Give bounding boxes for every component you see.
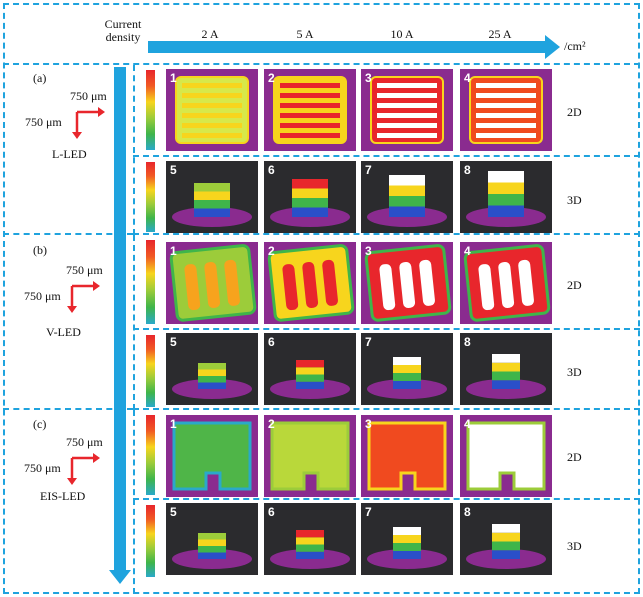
tile-number-label: 5 — [170, 335, 177, 349]
current-density-label: Current density — [104, 17, 142, 44]
colorbar-b-3d — [146, 335, 155, 407]
tile-number-label: 3 — [365, 417, 372, 431]
tile-number-label: 8 — [464, 505, 471, 519]
thermal-2d-image-eis-led-4: 4 — [460, 415, 552, 497]
thermal-3d-image-v-led-1: 5 — [166, 333, 258, 405]
thermal-2d-image-v-led-4: 4 — [460, 242, 552, 324]
tile-number-label: 4 — [464, 244, 471, 258]
view-label-b-2d: 2D — [567, 278, 582, 292]
device-name-a: L-LED — [52, 147, 87, 161]
thermal-3d-image-eis-led-4: 8 — [460, 503, 552, 575]
sub-a-divider — [133, 155, 640, 157]
thermal-2d-image-l-led-4: 4 — [460, 69, 552, 151]
thermal-3d-image-v-led-2: 6 — [264, 333, 356, 405]
scale-x-b: 750 μm — [66, 263, 103, 277]
thermal-2d-image-eis-led-3: 3 — [361, 415, 453, 497]
thermal-2d-image-eis-led-2: 2 — [264, 415, 356, 497]
tile-number-label: 6 — [268, 335, 275, 349]
tile-number-label: 3 — [365, 244, 372, 258]
colorbar-c-3d — [146, 505, 155, 577]
panel-label-b: (b) — [33, 243, 47, 257]
thermal-2d-image-l-led-1: 1 — [166, 69, 258, 151]
column-label-10a: 10 A — [390, 27, 414, 41]
colorbar-c-2d — [146, 415, 155, 495]
section-b-frame — [133, 235, 640, 410]
colorbar-b-2d — [146, 240, 155, 324]
scale-x-a: 750 μm — [70, 89, 107, 103]
left-b-frame — [3, 235, 133, 410]
tile-number-label: 7 — [365, 163, 372, 177]
thermal-2d-image-v-led-2: 2 — [264, 242, 356, 324]
panel-label-c: (c) — [33, 417, 47, 431]
colorbar-a-2d — [146, 70, 155, 150]
thermal-2d-image-v-led-3: 3 — [361, 242, 453, 324]
thermal-3d-image-eis-led-1: 5 — [166, 503, 258, 575]
tile-number-label: 3 — [365, 71, 372, 85]
tile-number-label: 2 — [268, 244, 275, 258]
thermal-3d-image-v-led-4: 8 — [460, 333, 552, 405]
device-name-b: V-LED — [46, 325, 81, 339]
scale-arrows-a — [72, 107, 105, 139]
column-label-5a: 5 A — [296, 27, 314, 41]
device-name-c: EIS-LED — [40, 489, 86, 503]
tile-number-label: 4 — [464, 71, 471, 85]
thermal-3d-image-eis-led-3: 7 — [361, 503, 453, 575]
tile-number-label: 6 — [268, 505, 275, 519]
current-density-arrow — [148, 35, 560, 59]
sub-b-divider — [133, 328, 640, 330]
scale-arrows-c — [67, 453, 100, 485]
thermal-3d-image-l-led-3: 7 — [361, 161, 453, 233]
vertical-progress-arrow — [109, 67, 131, 584]
thermal-3d-image-l-led-1: 5 — [166, 161, 258, 233]
scale-arrows-b — [67, 281, 100, 313]
view-label-b-3d: 3D — [567, 365, 582, 379]
tile-number-label: 8 — [464, 335, 471, 349]
scale-y-c: 750 μm — [24, 461, 61, 475]
tile-number-label: 5 — [170, 163, 177, 177]
tile-number-label: 1 — [170, 244, 177, 258]
column-label-2a: 2 A — [201, 27, 219, 41]
thermal-2d-image-eis-led-1: 1 — [166, 415, 258, 497]
thermal-3d-image-eis-led-2: 6 — [264, 503, 356, 575]
tile-number-label: 1 — [170, 417, 177, 431]
panel-label-a: (a) — [33, 71, 47, 85]
tile-number-label: 8 — [464, 163, 471, 177]
header-frame — [3, 3, 640, 65]
section-c-frame — [133, 410, 640, 594]
view-label-a-2d: 2D — [567, 105, 582, 119]
outer-frame — [3, 3, 640, 594]
thermal-3d-image-l-led-2: 6 — [264, 161, 356, 233]
tile-number-label: 1 — [170, 71, 177, 85]
tile-number-label: 7 — [365, 335, 372, 349]
thermal-3d-image-v-led-3: 7 — [361, 333, 453, 405]
thermal-2d-image-l-led-3: 3 — [361, 69, 453, 151]
sub-c-divider — [133, 498, 640, 500]
left-a-frame — [3, 65, 133, 235]
scale-x-c: 750 μm — [66, 435, 103, 449]
view-label-a-3d: 3D — [567, 193, 582, 207]
colorbar-a-3d — [146, 162, 155, 232]
tile-number-label: 6 — [268, 163, 275, 177]
view-label-c-3d: 3D — [567, 539, 582, 553]
scale-y-b: 750 μm — [24, 289, 61, 303]
tile-number-label: 2 — [268, 417, 275, 431]
column-label-25a: 25 A — [488, 27, 512, 41]
thermal-3d-image-l-led-4: 8 — [460, 161, 552, 233]
tile-number-label: 4 — [464, 417, 471, 431]
unit-label: /cm² — [564, 39, 586, 53]
tile-number-label: 7 — [365, 505, 372, 519]
thermal-2d-image-l-led-2: 2 — [264, 69, 356, 151]
section-a-frame — [133, 65, 640, 235]
view-label-c-2d: 2D — [567, 450, 582, 464]
scale-y-a: 750 μm — [25, 115, 62, 129]
tile-number-label: 2 — [268, 71, 275, 85]
thermal-2d-image-v-led-1: 1 — [166, 242, 258, 324]
tile-number-label: 5 — [170, 505, 177, 519]
